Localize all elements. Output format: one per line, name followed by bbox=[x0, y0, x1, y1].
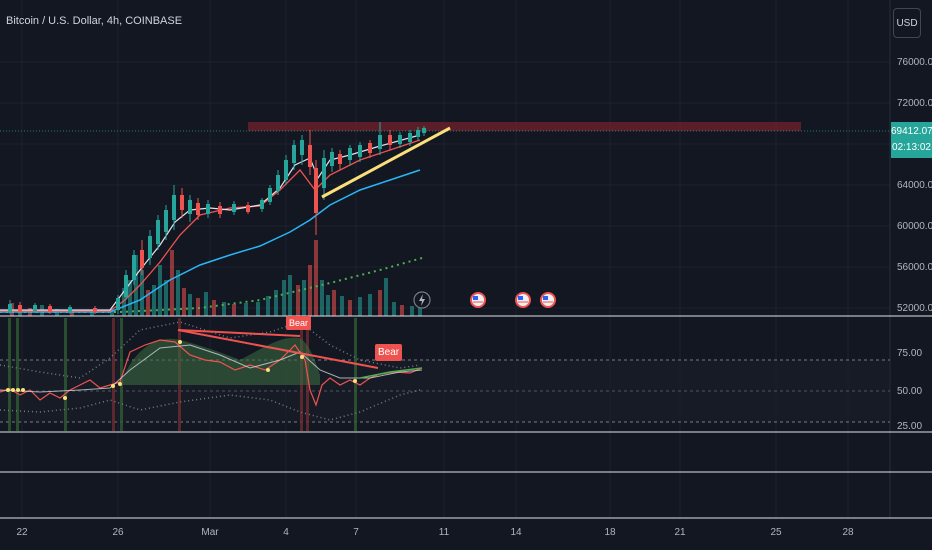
current-price-value: 69412.07 bbox=[891, 126, 932, 137]
lightning-icon[interactable] bbox=[413, 291, 431, 309]
us-flag-icon[interactable] bbox=[515, 292, 531, 308]
candles bbox=[8, 122, 426, 314]
oscillator-tick: 75.00 bbox=[897, 348, 923, 359]
us-flag-icon[interactable] bbox=[540, 292, 556, 308]
time-tick: 26 bbox=[112, 527, 124, 538]
bear-label[interactable]: Bear bbox=[375, 344, 403, 361]
time-tick: 14 bbox=[510, 527, 522, 538]
price-tick: 52000.00 bbox=[897, 303, 932, 314]
dotted-ma-line bbox=[0, 257, 423, 313]
price-tick: 64000.00 bbox=[897, 180, 932, 191]
current-price-tag: 69412.07 02:13:02 bbox=[891, 122, 932, 158]
volume-bars bbox=[10, 240, 422, 316]
time-tick: 18 bbox=[604, 527, 616, 538]
time-tick: 4 bbox=[283, 527, 289, 538]
time-tick: 21 bbox=[674, 527, 686, 538]
bear-label[interactable]: Bear bbox=[286, 316, 312, 330]
time-tick: Mar bbox=[201, 527, 219, 538]
price-tick: 72000.00 bbox=[897, 98, 932, 109]
time-tick: 25 bbox=[770, 527, 782, 538]
trendline bbox=[321, 126, 451, 199]
oscillator-tick: 25.00 bbox=[897, 421, 923, 432]
price-tick: 60000.00 bbox=[897, 221, 932, 232]
blue-ma-line bbox=[0, 169, 421, 313]
oscillator-pane bbox=[0, 318, 890, 431]
time-tick: 7 bbox=[353, 527, 359, 538]
bar-countdown: 02:13:02 bbox=[892, 142, 931, 153]
price-tick: 56000.00 bbox=[897, 262, 932, 273]
currency-button[interactable]: USD bbox=[893, 8, 921, 38]
oscillator-tick: 50.00 bbox=[897, 386, 923, 397]
price-tick: 76000.00 bbox=[897, 57, 932, 68]
time-tick: 28 bbox=[842, 527, 854, 538]
symbol-title[interactable]: Bitcoin / U.S. Dollar, 4h, COINBASE bbox=[6, 15, 183, 27]
resistance-zone bbox=[248, 122, 801, 131]
oscillator-line bbox=[0, 339, 423, 407]
divergence-line bbox=[177, 329, 379, 369]
us-flag-icon[interactable] bbox=[470, 292, 486, 308]
time-tick: 11 bbox=[438, 527, 450, 538]
time-tick: 22 bbox=[16, 527, 28, 538]
